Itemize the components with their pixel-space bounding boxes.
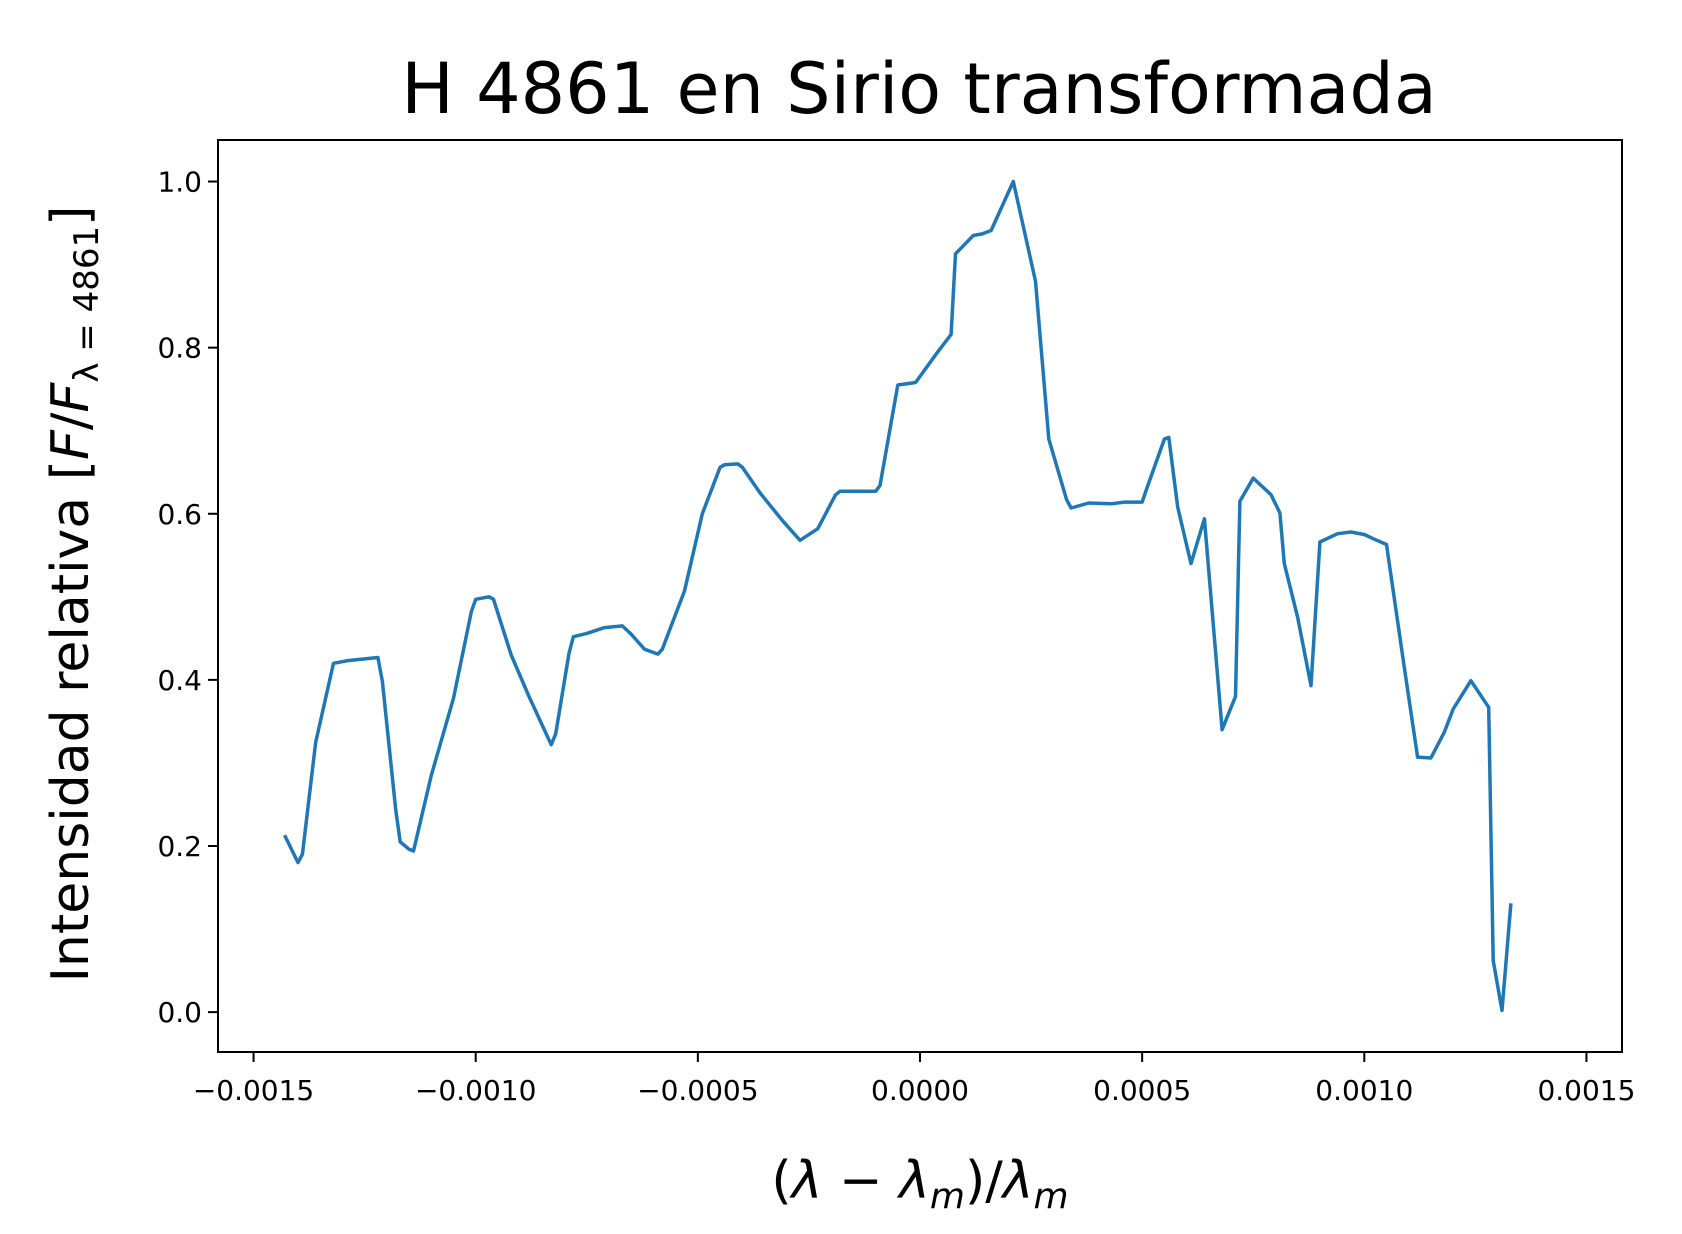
x-tick-label: −0.0015	[193, 1074, 314, 1107]
x-tick-label: 0.0000	[871, 1074, 969, 1107]
x-tick-label: 0.0005	[1093, 1074, 1191, 1107]
y-tick-label: 0.6	[157, 498, 202, 531]
y-axis-label: Intensidad relativa [F/Fλ = 4861]	[41, 206, 107, 983]
y-tick-label: 0.0	[157, 996, 202, 1029]
x-tick-label: 0.0015	[1537, 1074, 1635, 1107]
x-tick-label: 0.0010	[1315, 1074, 1413, 1107]
chart-title: H 4861 en Sirio transformada	[401, 48, 1437, 130]
x-tick-label: −0.0010	[415, 1074, 536, 1107]
y-tick-label: 0.2	[157, 830, 202, 863]
x-axis-label: (λ − λm)/λm	[771, 1151, 1068, 1217]
y-axis: 0.0 0.2 0.4 0.6 0.8 1.0	[157, 166, 218, 1029]
x-axis: −0.0015 −0.0010 −0.0005 0.0000 0.0005 0.0010 0…	[193, 1052, 1635, 1107]
y-tick-label: 0.8	[157, 332, 202, 365]
series-line	[283, 179, 1513, 1013]
y-tick-label: 1.0	[157, 166, 202, 199]
x-tick-label: −0.0005	[637, 1074, 758, 1107]
plot-frame	[217, 139, 1623, 1053]
plot-area	[283, 179, 1513, 1013]
y-tick-label: 0.4	[157, 664, 202, 697]
